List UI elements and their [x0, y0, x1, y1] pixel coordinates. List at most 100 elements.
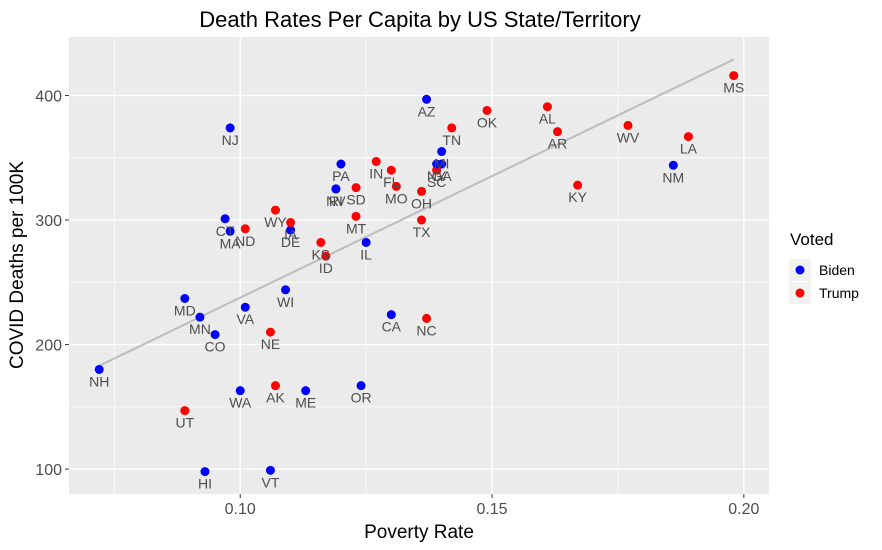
y-axis-title: COVID Deaths per 100K	[7, 161, 28, 369]
point-label: TN	[442, 132, 461, 148]
point-label: NC	[416, 322, 436, 338]
point-in	[371, 157, 381, 167]
point-label: KS	[311, 246, 330, 262]
point-label: MD	[174, 302, 196, 318]
point-label: CA	[382, 319, 402, 335]
point-pa	[336, 159, 346, 169]
point-nc	[422, 313, 432, 323]
point-label: TX	[413, 224, 432, 240]
point-label: AL	[539, 111, 556, 127]
point-label: RI	[329, 193, 343, 209]
point-ms	[729, 71, 739, 81]
point-mt	[351, 211, 361, 221]
point-sc	[432, 165, 442, 175]
point-ar	[552, 127, 562, 137]
point-md	[180, 293, 190, 303]
point-label: IN	[369, 166, 383, 182]
point-label: AR	[548, 136, 567, 152]
point-label: FL	[383, 174, 400, 190]
x-axis-title: Poverty Rate	[364, 522, 474, 543]
point-label: AZ	[418, 103, 436, 119]
point-vt	[265, 465, 275, 475]
point-label: NH	[89, 373, 109, 389]
x-axis-ticks: 0.10 0.15 0.20	[225, 494, 759, 518]
point-label: NE	[261, 336, 280, 352]
point-label: UT	[175, 415, 194, 431]
point-nd	[240, 224, 250, 234]
point-label: WY	[264, 214, 287, 230]
point-label: WA	[229, 395, 252, 411]
point-label: NY	[427, 168, 447, 184]
point-ia	[286, 218, 296, 228]
point-label: WI	[277, 294, 294, 310]
point-label: DE	[281, 234, 300, 250]
point-ma	[225, 226, 235, 236]
legend-dot-biden	[795, 265, 805, 275]
point-il	[361, 237, 371, 247]
point-mi	[437, 147, 447, 157]
point-ct	[220, 214, 230, 224]
point-ca	[386, 310, 396, 320]
x-tick-label: 0.20	[728, 501, 759, 518]
point-label: MI	[434, 156, 450, 172]
point-nj	[225, 123, 235, 133]
legend-dot-trump	[795, 288, 805, 298]
x-tick-label: 0.15	[476, 501, 507, 518]
point-label: SC	[427, 174, 446, 190]
point-al	[542, 102, 552, 112]
point-label: MO	[385, 190, 408, 206]
point-nv	[331, 184, 341, 194]
point-label: GA	[432, 168, 453, 184]
point-oh	[417, 186, 427, 196]
point-az	[422, 94, 432, 104]
chart-title: Death Rates Per Capita by US State/Terri…	[199, 7, 640, 32]
point-ut	[180, 406, 190, 416]
point-label: AK	[266, 390, 285, 406]
point-nm	[668, 160, 678, 170]
point-wy	[270, 205, 280, 215]
point-id	[321, 251, 331, 261]
legend-title: Voted	[790, 230, 834, 249]
y-axis-ticks: 100 200 300 400	[35, 89, 69, 479]
y-tick-label: 300	[35, 213, 62, 230]
point-label: MT	[346, 220, 367, 236]
y-tick-label: 200	[35, 338, 62, 355]
point-ne	[265, 327, 275, 337]
y-tick-label: 100	[35, 462, 62, 479]
point-label: ND	[235, 233, 255, 249]
y-tick-label: 400	[35, 89, 62, 106]
trend-line	[98, 58, 735, 367]
point-label: NJ	[222, 132, 239, 148]
point-tx	[417, 215, 427, 225]
point-label: VA	[236, 311, 254, 327]
point-mn	[195, 312, 205, 322]
point-ks	[316, 237, 326, 247]
point-label: NM	[662, 169, 684, 185]
legend-label-biden: Biden	[819, 262, 855, 278]
legend-label-trump: Trump	[819, 285, 859, 301]
point-label: OK	[477, 114, 498, 130]
major-gridlines	[69, 37, 769, 494]
point-label: PA	[332, 168, 350, 184]
point-mo	[391, 181, 401, 191]
point-or	[356, 381, 366, 391]
point-fl	[386, 165, 396, 175]
point-label: IA	[284, 227, 298, 243]
point-wa	[235, 386, 245, 396]
point-label: MA	[220, 235, 242, 251]
point-label: CT	[216, 223, 235, 239]
point-la	[683, 132, 693, 142]
point-label: HI	[198, 476, 212, 492]
point-label: IL	[360, 246, 372, 262]
point-wi	[281, 285, 291, 295]
x-tick-label: 0.10	[225, 501, 256, 518]
point-label: OH	[411, 195, 432, 211]
point-hi	[200, 467, 210, 477]
point-label: SD	[346, 192, 365, 208]
point-co	[210, 330, 220, 340]
legend: Voted Biden Trump	[789, 230, 859, 304]
point-tn	[447, 123, 457, 133]
plot-panel	[69, 37, 769, 494]
point-label: NV	[326, 193, 346, 209]
